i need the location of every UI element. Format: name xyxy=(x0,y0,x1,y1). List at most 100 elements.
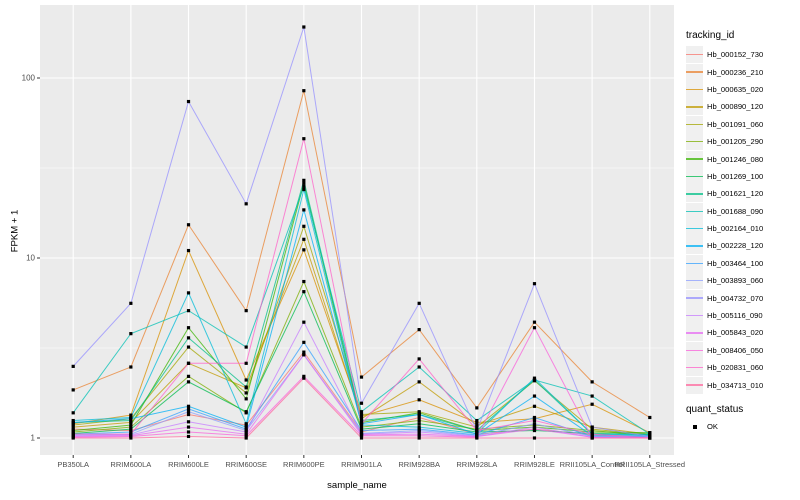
data-point xyxy=(359,401,364,405)
x-tick-label: RRII105LA_Control xyxy=(560,460,625,469)
data-point xyxy=(532,415,537,420)
legend-label: Hb_034713_010 xyxy=(707,380,764,390)
data-point xyxy=(129,436,133,440)
data-point xyxy=(417,380,421,384)
data-point xyxy=(590,425,594,429)
x-axis-title: sample_name xyxy=(327,480,387,491)
legend-label: Hb_005116_090 xyxy=(707,311,763,321)
data-point xyxy=(359,418,364,423)
data-point xyxy=(71,388,75,392)
data-point xyxy=(359,414,364,418)
data-point xyxy=(71,425,75,429)
data-point xyxy=(244,436,248,440)
data-point xyxy=(302,184,306,188)
data-point xyxy=(71,432,75,436)
legend-entry-Hb_002164_010: Hb_002164_010 xyxy=(686,220,763,238)
data-point xyxy=(532,326,537,330)
data-point xyxy=(71,420,75,425)
data-point xyxy=(71,423,75,427)
data-point xyxy=(186,345,191,349)
legend-entry-Hb_004732_070: Hb_004732_070 xyxy=(686,289,763,307)
data-point xyxy=(359,425,364,429)
data-point xyxy=(129,365,133,369)
data-point xyxy=(417,418,421,423)
legend-label: Hb_003464_100 xyxy=(707,258,764,268)
data-point xyxy=(359,422,364,426)
data-point xyxy=(532,425,537,429)
x-tick-label: RRIM928BA xyxy=(398,460,440,469)
legend-entry-Hb_003464_100: Hb_003464_100 xyxy=(686,254,764,272)
legend-entry-Hb_000635_020: Hb_000635_020 xyxy=(686,80,763,98)
x-tick-label: RRII105LA_Stressed xyxy=(615,460,685,469)
data-point xyxy=(129,430,133,434)
data-point xyxy=(359,436,364,440)
legend-label: Hb_003893_060 xyxy=(707,276,764,286)
legend-label-ok: OK xyxy=(707,422,718,431)
legend-key-line-icon xyxy=(686,185,703,203)
data-point xyxy=(475,420,479,425)
data-point xyxy=(186,223,191,227)
data-point xyxy=(71,428,75,433)
legend-key-line-icon xyxy=(686,341,703,359)
data-point xyxy=(186,380,191,384)
legend-entry-Hb_001621_120: Hb_001621_120 xyxy=(686,185,764,203)
data-point xyxy=(186,326,191,330)
legend-key-line-icon xyxy=(686,63,703,81)
data-point xyxy=(590,436,594,440)
legend-entry-Hb_003893_060: Hb_003893_060 xyxy=(686,272,764,290)
data-point xyxy=(648,415,652,420)
x-tick-label: RRIM600SE xyxy=(225,460,267,469)
data-point xyxy=(129,417,133,421)
x-tick-label: RRIM600PE xyxy=(283,460,325,469)
data-point xyxy=(186,374,191,378)
data-point xyxy=(590,402,594,406)
legend-key-line-icon xyxy=(686,376,703,394)
legend-entry-Hb_034713_010: Hb_034713_010 xyxy=(686,376,764,394)
data-point xyxy=(475,428,479,433)
legend-entry-Hb_005116_090: Hb_005116_090 xyxy=(686,307,763,325)
legend-entry-Hb_002228_120: Hb_002228_120 xyxy=(686,237,763,255)
data-point xyxy=(417,411,421,415)
black-square-icon xyxy=(692,424,697,429)
legend-entry-Hb_001205_290: Hb_001205_290 xyxy=(686,133,764,151)
data-point xyxy=(417,412,421,417)
data-point xyxy=(302,137,306,141)
legend-key-line-icon xyxy=(686,307,703,325)
x-tick-label: RRIM600LA xyxy=(110,460,151,469)
data-point xyxy=(417,436,421,440)
data-point xyxy=(244,378,248,382)
data-point xyxy=(244,425,248,429)
data-point xyxy=(417,425,421,429)
legend-label: Hb_001621_120 xyxy=(707,189,764,199)
data-point xyxy=(475,425,479,429)
data-point xyxy=(359,412,364,417)
data-point xyxy=(475,423,479,427)
x-tick-label: RRIM901LA xyxy=(341,460,382,469)
data-point xyxy=(71,418,75,423)
legend-title-tracking-id: tracking_id xyxy=(686,30,735,41)
legend-label: Hb_001205_290 xyxy=(707,137,764,147)
data-point xyxy=(475,418,479,423)
legend-key-line-icon xyxy=(686,150,703,168)
data-point xyxy=(244,361,248,365)
data-point xyxy=(590,432,594,436)
legend-entry-ok: OK xyxy=(686,418,763,435)
data-point xyxy=(532,282,537,286)
data-point xyxy=(590,394,594,398)
data-point xyxy=(302,340,306,344)
data-point xyxy=(186,420,191,424)
data-point xyxy=(475,406,479,410)
data-point xyxy=(186,425,191,429)
legend-entry-Hb_005843_020: Hb_005843_020 xyxy=(686,324,763,342)
data-point xyxy=(302,187,306,192)
data-point xyxy=(302,376,306,380)
legend-key-line-icon xyxy=(686,254,703,272)
data-point xyxy=(186,248,191,253)
legend-label: Hb_001269_100 xyxy=(707,171,764,181)
data-point xyxy=(302,208,306,212)
legend-entry-Hb_000152_730: Hb_000152_730 xyxy=(686,46,763,64)
data-point xyxy=(129,420,133,425)
legend-key-line-icon xyxy=(686,237,703,255)
data-point xyxy=(302,248,306,252)
